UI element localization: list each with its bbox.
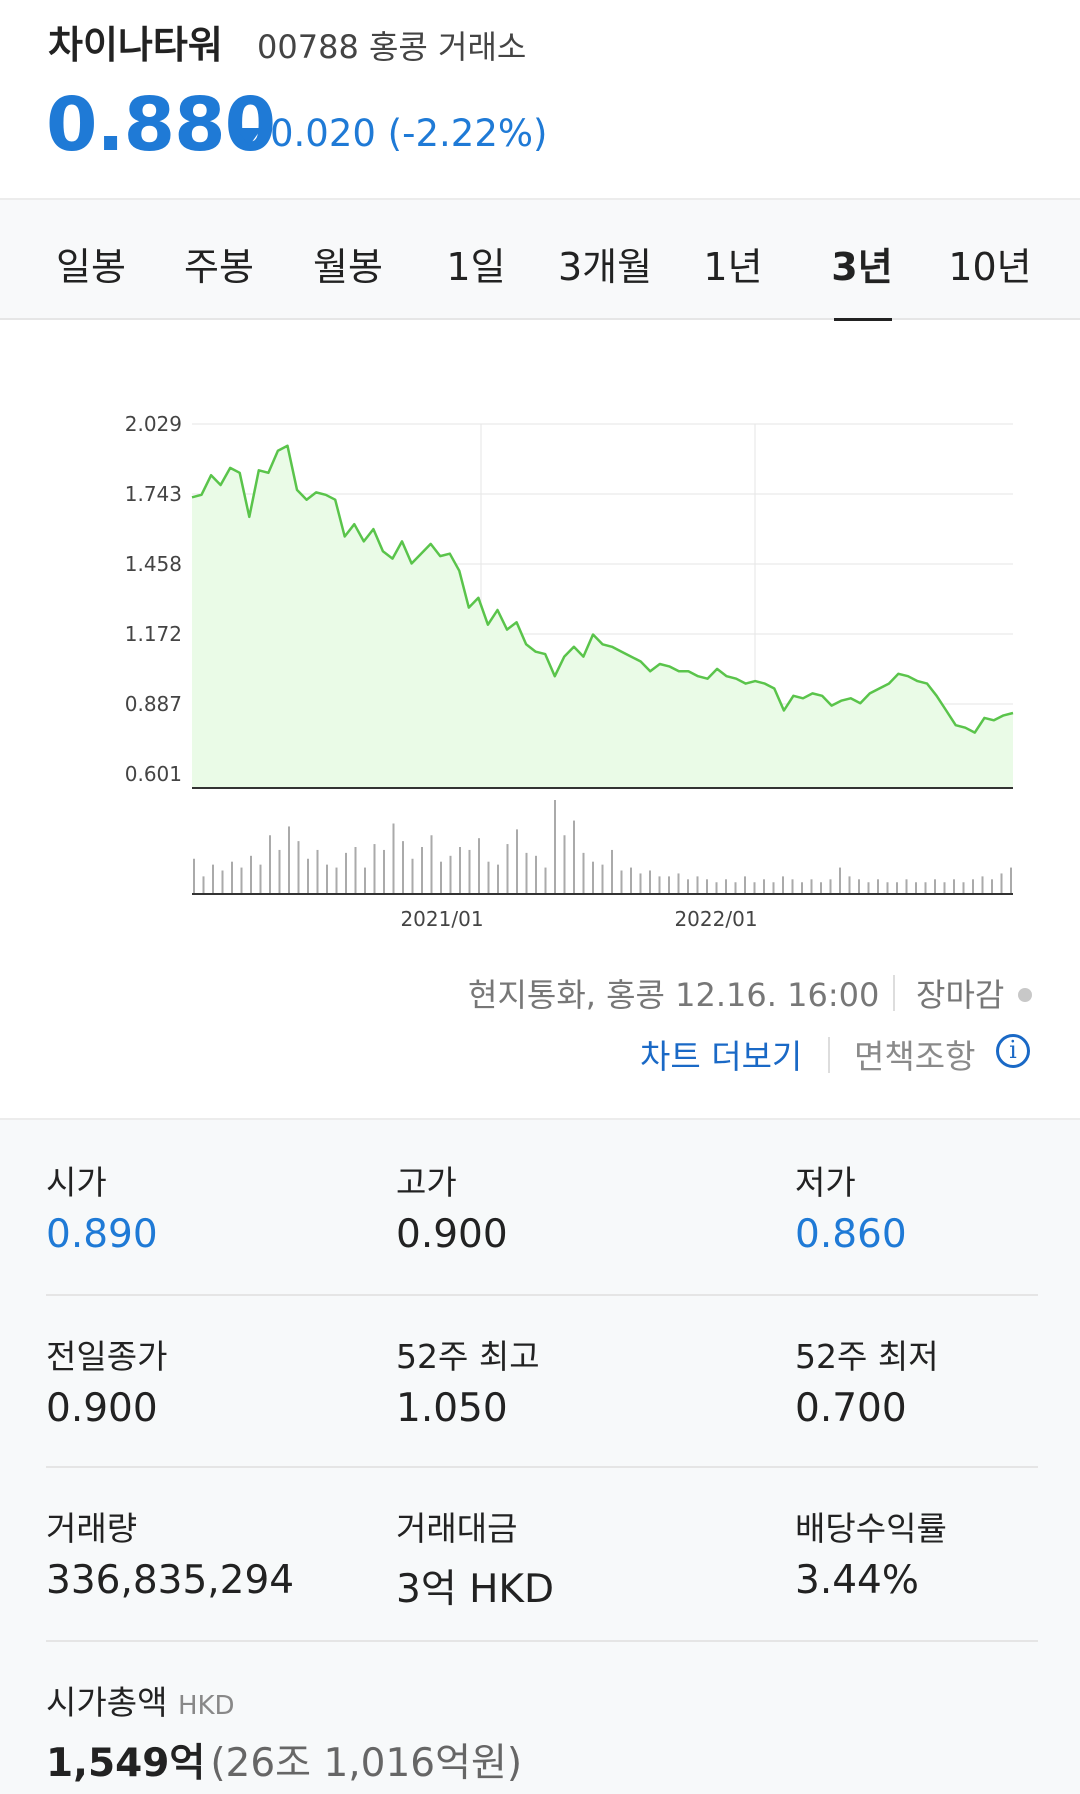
- market-cap-value: 1,549억: [46, 1741, 206, 1786]
- stat-label: 52주 최저: [795, 1337, 939, 1376]
- down-arrow-icon: [236, 128, 262, 146]
- stat-52w-low: 52주 최저 0.700: [795, 1330, 939, 1431]
- stat-52w-high: 52주 최고 1.050: [396, 1330, 540, 1431]
- stat-high: 고가 0.900: [396, 1156, 508, 1257]
- tab-3year[interactable]: 3년: [831, 245, 893, 289]
- stat-turnover: 거래대금 3억 HKD: [396, 1502, 554, 1614]
- stat-label: 거래량: [46, 1509, 138, 1548]
- active-tab-indicator: [834, 318, 892, 321]
- tab-1day[interactable]: 1일: [446, 245, 506, 289]
- stat-label: 52주 최고: [396, 1337, 540, 1376]
- stat-value: 0.700: [795, 1386, 907, 1431]
- tab-3month[interactable]: 3개월: [557, 245, 653, 289]
- stat-value: 0.900: [46, 1386, 158, 1431]
- stat-value: 3억 HKD: [396, 1567, 555, 1612]
- stat-label: 고가: [396, 1163, 457, 1202]
- divider: [46, 1466, 1038, 1468]
- tab-1year[interactable]: 1년: [703, 245, 763, 289]
- tab-10year[interactable]: 10년: [948, 245, 1032, 289]
- stat-low: 저가 0.860: [795, 1156, 907, 1257]
- stock-header: 차이나타워 00788 홍콩 거래소 0.880 0.020 (-2.22%): [0, 0, 1080, 200]
- tab-weekly-candle[interactable]: 주봉: [184, 245, 254, 289]
- stat-label: 저가: [795, 1163, 856, 1202]
- stat-label: 시가총액: [46, 1683, 168, 1722]
- divider: [893, 975, 895, 1011]
- current-price: 0.880: [46, 82, 276, 168]
- price-chart[interactable]: 2.029 1.743 1.458 1.172 0.887 0.601 2021/01 202…: [0, 322, 1080, 1112]
- stat-value: 3.44%: [795, 1558, 919, 1603]
- tab-daily-candle[interactable]: 일봉: [56, 245, 126, 289]
- stock-stats-panel: 시가 0.890 고가 0.900 저가 0.860 전일종가 0.900 52…: [0, 1118, 1080, 1794]
- chart-source-time: 현지통화, 홍콩 12.16. 16:00: [468, 976, 880, 1014]
- price-change: 0.020 (-2.22%): [270, 112, 548, 155]
- stat-label-row: 시가총액 HKD: [46, 1676, 522, 1724]
- currency-unit: HKD: [177, 1691, 235, 1721]
- price-line: [191, 444, 1014, 734]
- stat-value: 0.860: [795, 1212, 907, 1257]
- stat-value: 0.900: [396, 1212, 508, 1257]
- divider: [46, 1294, 1038, 1296]
- stat-prev-close: 전일종가 0.900: [46, 1330, 167, 1431]
- stat-label: 배당수익률: [795, 1509, 947, 1548]
- more-chart-link[interactable]: 차트 더보기: [640, 1037, 803, 1076]
- divider: [828, 1037, 830, 1073]
- stat-volume: 거래량 336,835,294: [46, 1502, 294, 1603]
- y-tick-label: 1.458: [125, 552, 182, 576]
- market-cap-values: 1,549억 (26조 1,016억원): [46, 1732, 522, 1788]
- price-area: [192, 445, 1013, 788]
- chart-period-tabs: 일봉 주봉 월봉 1일 3개월 1년 3년 10년: [0, 200, 1080, 320]
- x-tick-label: 2022/01: [674, 907, 757, 931]
- y-tick-label: 0.601: [125, 762, 182, 786]
- info-icon[interactable]: i: [996, 1034, 1030, 1068]
- tab-monthly-candle[interactable]: 월봉: [313, 245, 383, 289]
- status-dot-icon: [1018, 988, 1032, 1002]
- y-tick-label: 2.029: [125, 412, 182, 436]
- y-tick-label: 1.743: [125, 482, 182, 506]
- stat-dividend-yield: 배당수익률 3.44%: [795, 1502, 947, 1603]
- stock-code-exchange: 00788 홍콩 거래소: [257, 28, 527, 66]
- stat-value: 1.050: [396, 1386, 508, 1431]
- disclaimer-link[interactable]: 면책조항: [854, 1037, 976, 1076]
- stat-label: 거래대금: [396, 1509, 518, 1548]
- x-tick-label: 2021/01: [400, 907, 483, 931]
- market-cap-krw: (26조 1,016억원): [210, 1741, 523, 1786]
- divider: [46, 1640, 1038, 1642]
- stat-value: 336,835,294: [46, 1558, 295, 1603]
- stat-open: 시가 0.890: [46, 1156, 158, 1257]
- stat-label: 시가: [46, 1163, 107, 1202]
- y-tick-label: 1.172: [125, 622, 182, 646]
- price-chart-svg: 2.029 1.743 1.458 1.172 0.887 0.601 2021/01 202…: [125, 412, 1014, 931]
- market-status: 장마감: [916, 976, 1005, 1014]
- stat-market-cap: 시가총액 HKD 1,549억 (26조 1,016억원): [46, 1676, 522, 1788]
- stat-label: 전일종가: [46, 1337, 168, 1376]
- stat-value: 0.890: [46, 1212, 158, 1257]
- stock-name: 차이나타워: [48, 23, 223, 67]
- y-tick-label: 0.887: [125, 692, 182, 716]
